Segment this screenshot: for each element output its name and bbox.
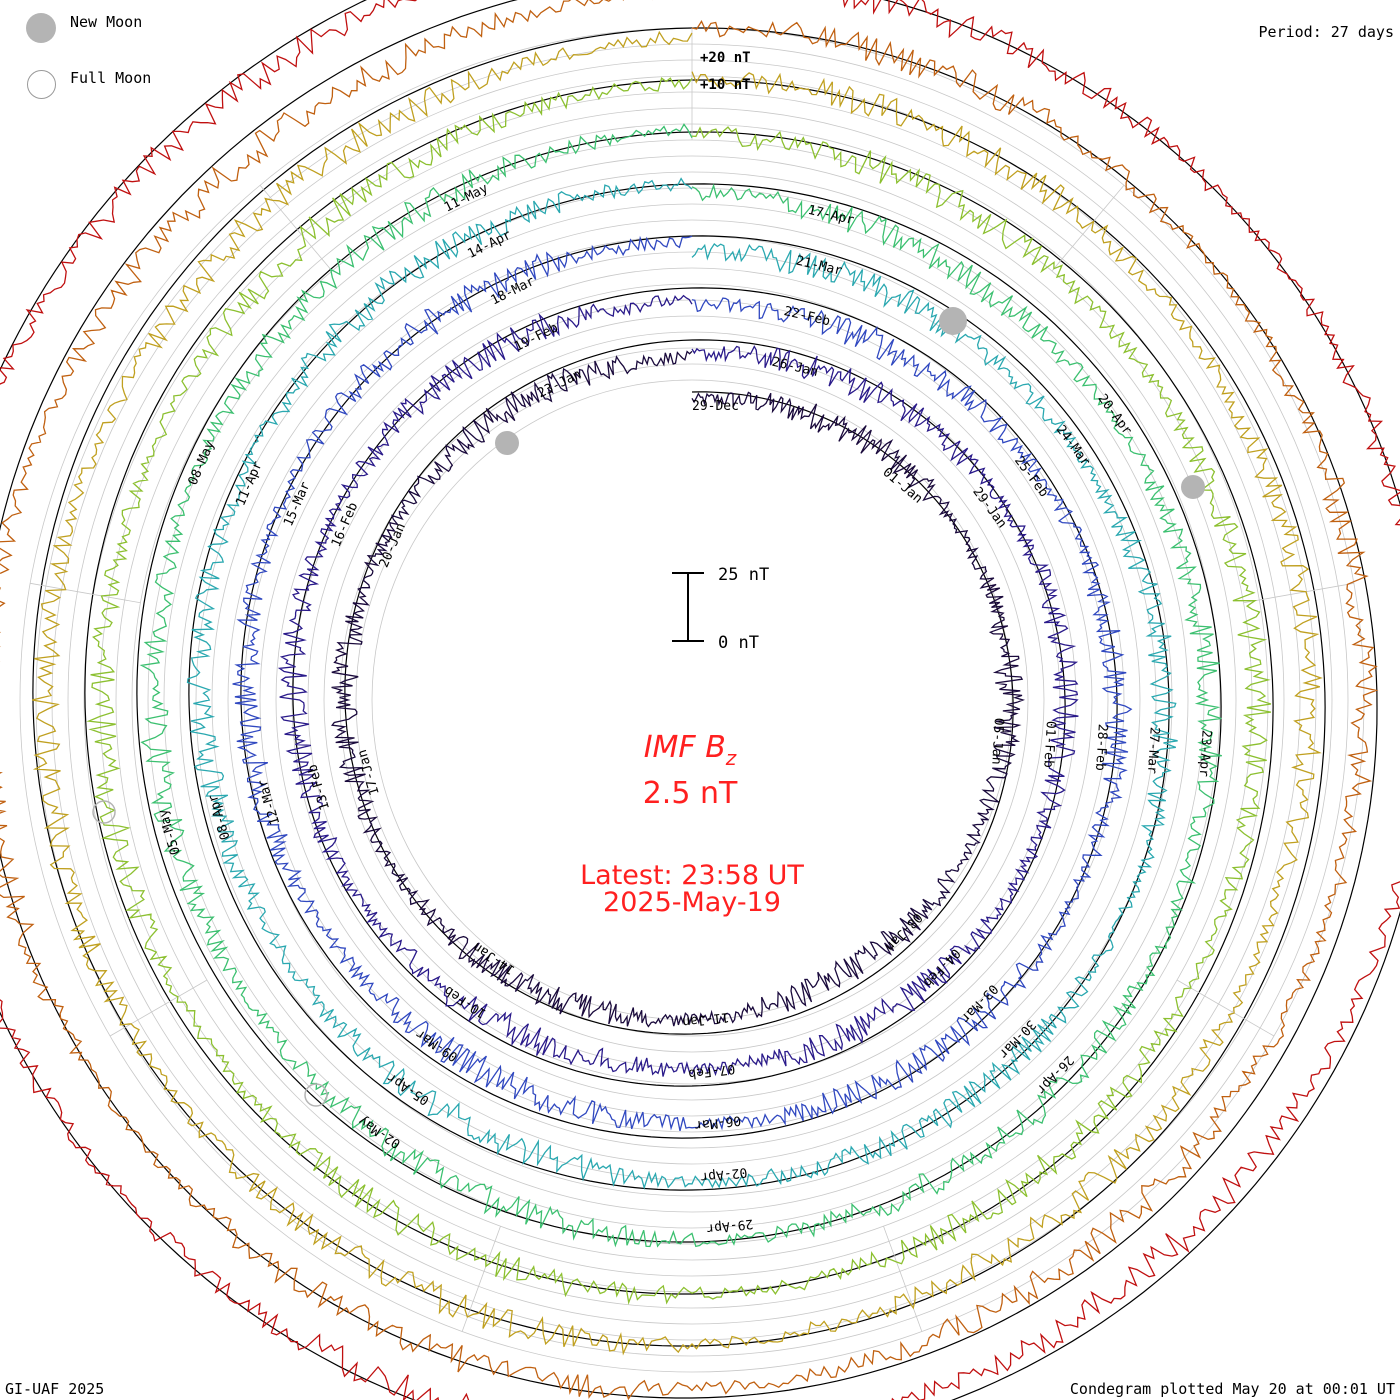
latest-time: Latest: 23:58 UT bbox=[580, 860, 804, 891]
grid-spoke bbox=[1176, 979, 1275, 1037]
new-moon-legend-label: New Moon bbox=[70, 13, 143, 31]
footer-credit: GI-UAF 2025 bbox=[5, 1380, 105, 1398]
grid-ring bbox=[323, 331, 1061, 1069]
grid-spoke bbox=[30, 582, 141, 604]
full-moon-legend-icon bbox=[27, 70, 56, 99]
grid-ring bbox=[275, 283, 1109, 1117]
date-label: 08-Jan bbox=[882, 909, 925, 953]
reference-labels: +20 nT +10 nT bbox=[700, 50, 751, 93]
scale-bar-top-label: 25 nT bbox=[718, 565, 769, 585]
full-moon-legend-label: Full Moon bbox=[70, 69, 152, 87]
series-trace-2 bbox=[277, 294, 1079, 1077]
new-moon-marker bbox=[1181, 475, 1205, 499]
date-label: 26-Jan bbox=[770, 355, 819, 380]
grid-ring bbox=[243, 251, 1141, 1149]
parameter-name: IMF B bbox=[644, 730, 726, 765]
date-label: 17-Apr bbox=[806, 203, 855, 228]
moon-markers bbox=[92, 307, 1205, 1107]
date-label: 20-Apr bbox=[1094, 391, 1134, 438]
date-label: 26-Apr bbox=[1033, 1052, 1076, 1097]
date-label: 04-Feb bbox=[920, 945, 963, 990]
date-label: 07-Feb bbox=[687, 1061, 736, 1081]
date-label: 05-Apr bbox=[385, 1069, 433, 1107]
footer-plotted: Condegram plotted May 20 at 00:01 UT bbox=[1069, 1380, 1395, 1398]
date-label: 21-Mar bbox=[794, 253, 843, 278]
date-label: 05-Jan bbox=[988, 717, 1006, 765]
date-label: 03-Mar bbox=[957, 981, 1000, 1026]
date-label: 29-Dec bbox=[692, 399, 739, 414]
new-moon-legend-icon bbox=[26, 13, 56, 43]
center-readout: IMF Bz 2.5 nT Latest: 23:58 UT 2025-May-… bbox=[580, 730, 804, 918]
ref-label-20: +20 nT bbox=[700, 50, 751, 66]
date-label: 28-Feb bbox=[1092, 723, 1110, 771]
full-moon-marker bbox=[304, 1083, 328, 1107]
grid-spoke bbox=[259, 184, 333, 272]
period-label: Period: 27 days bbox=[1258, 23, 1394, 41]
grid-ring bbox=[211, 219, 1173, 1181]
date-label: 01-Feb bbox=[1040, 720, 1058, 768]
series-trace-7 bbox=[32, 30, 1323, 1356]
series-trace-3 bbox=[232, 235, 1133, 1132]
series-trace-4 bbox=[186, 177, 1178, 1190]
date-label: 27-Mar bbox=[1144, 726, 1162, 774]
date-label: 02-Apr bbox=[699, 1164, 748, 1184]
parameter-title: IMF Bz bbox=[644, 730, 737, 770]
parameter-subscript: z bbox=[725, 746, 737, 770]
date-label: 08-May bbox=[186, 438, 218, 487]
date-label: 11-May bbox=[442, 181, 491, 216]
grid-spoke bbox=[109, 979, 208, 1037]
grid-ring bbox=[99, 107, 1285, 1293]
grid-ring bbox=[371, 379, 1013, 1021]
date-label: 11-Apr bbox=[233, 459, 265, 508]
scale-bar: 25 nT 0 nT bbox=[672, 565, 769, 653]
grid-ring bbox=[291, 299, 1093, 1101]
series-trace-1 bbox=[330, 350, 1026, 1028]
grid-ring bbox=[147, 155, 1237, 1245]
date-label: 19-Feb bbox=[512, 320, 561, 355]
new-moon-marker bbox=[939, 307, 967, 335]
latest-date: 2025-May-19 bbox=[603, 887, 781, 918]
date-label: 29-Jan bbox=[969, 485, 1009, 532]
date-label: 11-Jan bbox=[682, 1009, 730, 1029]
date-label: 06-Mar bbox=[693, 1112, 742, 1132]
grid-ring bbox=[195, 203, 1189, 1197]
date-label: 15-Mar bbox=[281, 480, 313, 529]
full-moon-marker bbox=[92, 800, 116, 824]
grid-ring bbox=[163, 171, 1221, 1229]
grid-spoke bbox=[883, 1226, 923, 1332]
date-label: 24-Mar bbox=[1053, 423, 1093, 470]
grid-ring bbox=[115, 123, 1269, 1277]
date-label: 22-Feb bbox=[782, 304, 831, 329]
current-value: 2.5 nT bbox=[643, 776, 738, 811]
grid-ring bbox=[307, 315, 1077, 1085]
series-trace-6 bbox=[86, 77, 1272, 1305]
grid-spoke bbox=[1243, 582, 1354, 604]
grid-ring bbox=[339, 347, 1045, 1053]
date-label: 09-Mar bbox=[413, 1026, 461, 1064]
ref-label-10: +10 nT bbox=[700, 77, 751, 93]
grid-spoke bbox=[461, 1226, 501, 1332]
spokes-layer bbox=[30, 28, 1354, 1332]
date-label: 10-Feb bbox=[442, 982, 490, 1020]
grid-ring bbox=[355, 363, 1029, 1037]
date-label: 01-Jan bbox=[880, 465, 926, 507]
date-label: 29-Apr bbox=[705, 1216, 754, 1236]
scale-bar-bottom-label: 0 nT bbox=[718, 633, 759, 653]
grid-spoke bbox=[1051, 184, 1125, 272]
new-moon-marker bbox=[495, 431, 519, 455]
grid-ring bbox=[259, 267, 1125, 1133]
series-trace-5 bbox=[139, 123, 1222, 1248]
grid-ring bbox=[179, 187, 1205, 1213]
date-label: 23-Apr bbox=[1196, 729, 1214, 777]
date-label: 20-Jan bbox=[377, 521, 409, 570]
